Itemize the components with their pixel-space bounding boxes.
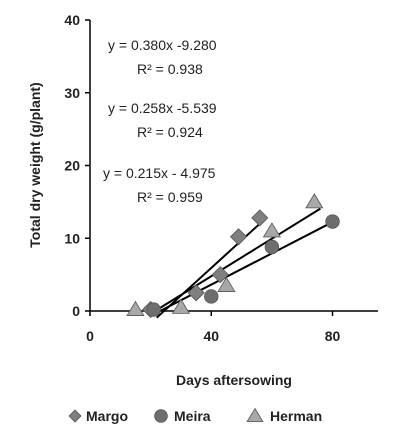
y-tick-label: 10 xyxy=(64,230,80,246)
legend-marker-margo xyxy=(68,409,82,423)
legend: Margo Meira Herman xyxy=(68,407,322,424)
point-herman xyxy=(171,298,191,314)
legend-marker-meira xyxy=(154,409,168,423)
point-herman xyxy=(126,300,145,316)
r-squared-label: R² = 0.924 xyxy=(137,124,203,140)
legend-label-margo: Margo xyxy=(86,408,128,424)
point-meira xyxy=(325,214,340,229)
point-margo xyxy=(211,266,229,284)
y-ticks: 0 10 20 30 40 xyxy=(64,12,90,319)
trendlines xyxy=(156,207,333,319)
point-meira xyxy=(146,302,161,317)
point-herman xyxy=(217,276,236,292)
data-points xyxy=(126,193,340,319)
trendline-herman xyxy=(156,207,321,311)
equation-label: y = 0.380x -9.280 xyxy=(108,37,217,53)
point-margo xyxy=(251,209,269,227)
x-tick-label: 0 xyxy=(86,328,94,344)
equation-label: y = 0.215x - 4.975 xyxy=(103,165,216,181)
y-tick-label: 40 xyxy=(64,12,80,28)
x-ticks: 0 40 80 xyxy=(86,311,341,344)
y-axis-title: Total dry weight (g/plant) xyxy=(27,82,43,247)
legend-marker-herman xyxy=(246,407,264,423)
r-squared-label: R² = 0.959 xyxy=(137,189,203,205)
x-axis-title: Days aftersowing xyxy=(176,372,292,388)
point-margo xyxy=(187,284,205,302)
y-tick-label: 30 xyxy=(64,85,80,101)
x-tick-label: 80 xyxy=(325,328,341,344)
r-squared-label: R² = 0.938 xyxy=(137,61,203,77)
legend-label-meira: Meira xyxy=(174,408,211,424)
point-meira xyxy=(264,239,280,255)
point-meira xyxy=(204,289,219,304)
point-herman xyxy=(305,193,324,209)
equation-label: y = 0.258x -5.539 xyxy=(108,100,217,116)
legend-label-herman: Herman xyxy=(270,408,322,424)
point-herman xyxy=(262,222,282,238)
y-tick-label: 0 xyxy=(72,303,80,319)
point-margo xyxy=(229,228,248,246)
y-tick-label: 20 xyxy=(64,158,80,174)
trendline-meira xyxy=(156,221,333,314)
x-tick-label: 40 xyxy=(203,328,219,344)
equation-annotations: y = 0.380x -9.280 R² = 0.938 y = 0.258x -5… xyxy=(103,37,217,205)
